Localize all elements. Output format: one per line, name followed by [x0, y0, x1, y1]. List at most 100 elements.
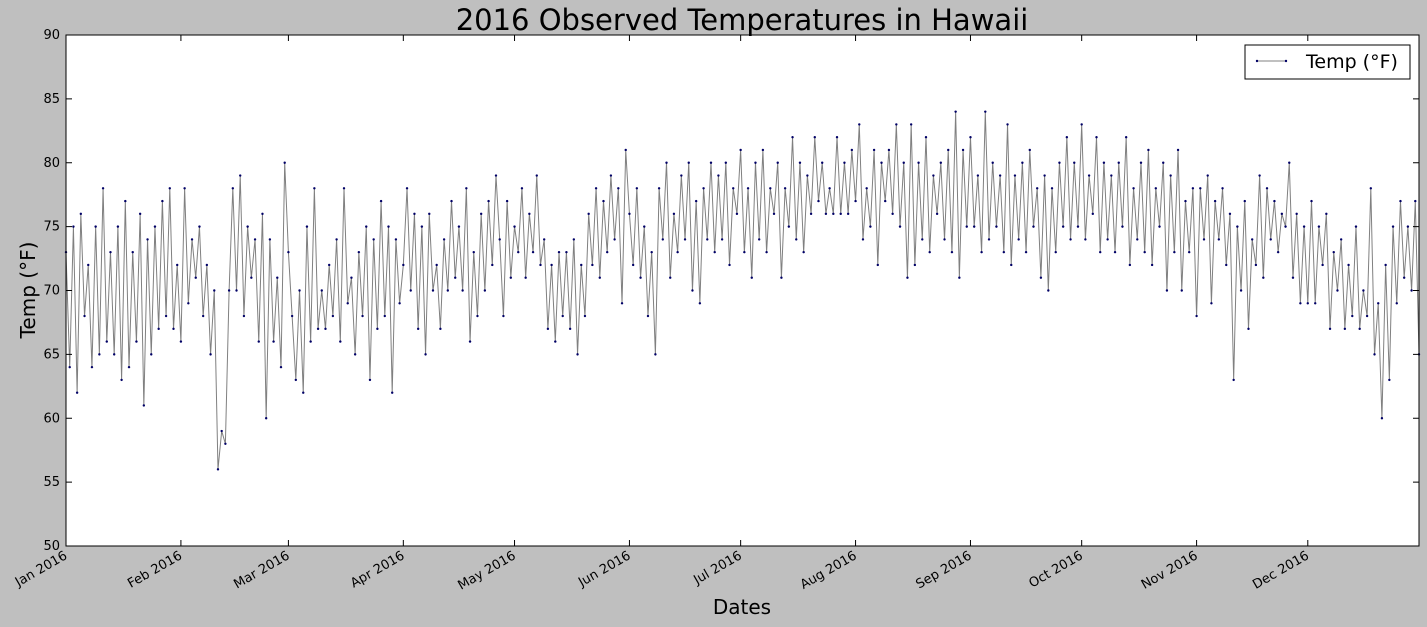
- data-point: [572, 238, 576, 241]
- data-point: [1102, 161, 1106, 164]
- legend: Temp (°F): [1244, 44, 1411, 80]
- data-point: [116, 225, 120, 228]
- data-point: [846, 212, 850, 216]
- data-point: [1262, 276, 1265, 279]
- data-point: [391, 391, 394, 394]
- data-point: [105, 340, 108, 343]
- data-point: [428, 212, 431, 216]
- data-point: [1302, 225, 1306, 228]
- data-point: [153, 225, 157, 228]
- data-point: [1221, 187, 1224, 190]
- data-point: [809, 212, 813, 216]
- data-point: [94, 225, 97, 228]
- data-point: [772, 212, 776, 216]
- data-point: [1325, 212, 1328, 216]
- data-point: [972, 225, 976, 228]
- data-point: [335, 238, 338, 241]
- data-point: [661, 238, 664, 241]
- data-point: [1028, 148, 1031, 152]
- data-point: [732, 187, 735, 190]
- data-point: [1010, 263, 1013, 267]
- data-point: [928, 250, 931, 254]
- data-point: [135, 340, 138, 343]
- data-point: [1280, 212, 1284, 216]
- data-point: [728, 263, 731, 267]
- data-point: [383, 314, 386, 318]
- data-point: [1054, 250, 1057, 254]
- data-point: [1247, 327, 1250, 331]
- data-point: [1336, 289, 1339, 292]
- data-point: [1243, 199, 1246, 203]
- data-point: [628, 212, 631, 216]
- data-point: [813, 136, 816, 139]
- data-point: [194, 276, 197, 279]
- data-point: [591, 263, 594, 267]
- data-point: [1113, 250, 1117, 254]
- data-point: [1110, 174, 1113, 177]
- data-point: [283, 161, 286, 164]
- data-point: [142, 404, 146, 407]
- data-point: [795, 238, 798, 241]
- data-point: [576, 353, 579, 356]
- data-point: [817, 199, 820, 203]
- data-point: [1332, 250, 1335, 254]
- data-point: [891, 212, 894, 216]
- data-point: [465, 187, 468, 190]
- data-point: [1228, 212, 1232, 216]
- data-point: [991, 161, 994, 164]
- data-point: [887, 148, 891, 152]
- data-point: [746, 187, 750, 190]
- data-point: [183, 187, 186, 190]
- data-point: [676, 250, 679, 254]
- data-point: [935, 212, 939, 216]
- y-tick-label: 75: [43, 220, 60, 235]
- data-point: [387, 225, 390, 228]
- data-point: [294, 378, 298, 382]
- data-point: [1402, 276, 1406, 279]
- data-point: [954, 110, 957, 113]
- data-point: [213, 289, 216, 292]
- data-point: [580, 263, 583, 267]
- data-point: [368, 378, 372, 382]
- data-point: [298, 289, 301, 292]
- data-point: [302, 391, 305, 394]
- data-point: [491, 263, 494, 267]
- data-point: [1358, 327, 1361, 331]
- data-point: [617, 187, 620, 190]
- data-point: [1306, 302, 1309, 305]
- data-point: [246, 225, 249, 228]
- data-point: [554, 340, 557, 343]
- data-point: [724, 161, 728, 164]
- data-point: [694, 199, 698, 203]
- data-point: [1199, 187, 1202, 190]
- data-point: [1365, 314, 1369, 318]
- data-point: [1080, 123, 1083, 126]
- data-point: [1291, 276, 1295, 279]
- data-point: [327, 263, 331, 267]
- data-point: [780, 276, 783, 279]
- data-point: [1099, 250, 1102, 254]
- legend-marker-right: [1284, 59, 1288, 63]
- data-point: [1288, 161, 1291, 164]
- data-point: [1084, 238, 1087, 241]
- data-point: [654, 353, 657, 356]
- data-point: [1384, 263, 1387, 267]
- y-tick-label: 60: [43, 411, 60, 426]
- legend-box: [1244, 44, 1411, 80]
- y-tick-label: 50: [43, 539, 60, 554]
- data-point: [502, 314, 505, 318]
- data-point: [101, 187, 105, 190]
- data-point: [950, 250, 954, 254]
- data-point: [550, 263, 553, 267]
- data-point: [1213, 199, 1217, 203]
- series-line: [65, 111, 1420, 470]
- data-point: [494, 174, 498, 177]
- data-point: [264, 417, 268, 420]
- data-point: [1391, 225, 1395, 228]
- data-point: [1351, 314, 1354, 318]
- data-point: [461, 289, 464, 292]
- data-point: [1173, 250, 1176, 254]
- data-point: [1065, 136, 1069, 139]
- data-point: [1191, 187, 1195, 190]
- data-point: [172, 327, 175, 331]
